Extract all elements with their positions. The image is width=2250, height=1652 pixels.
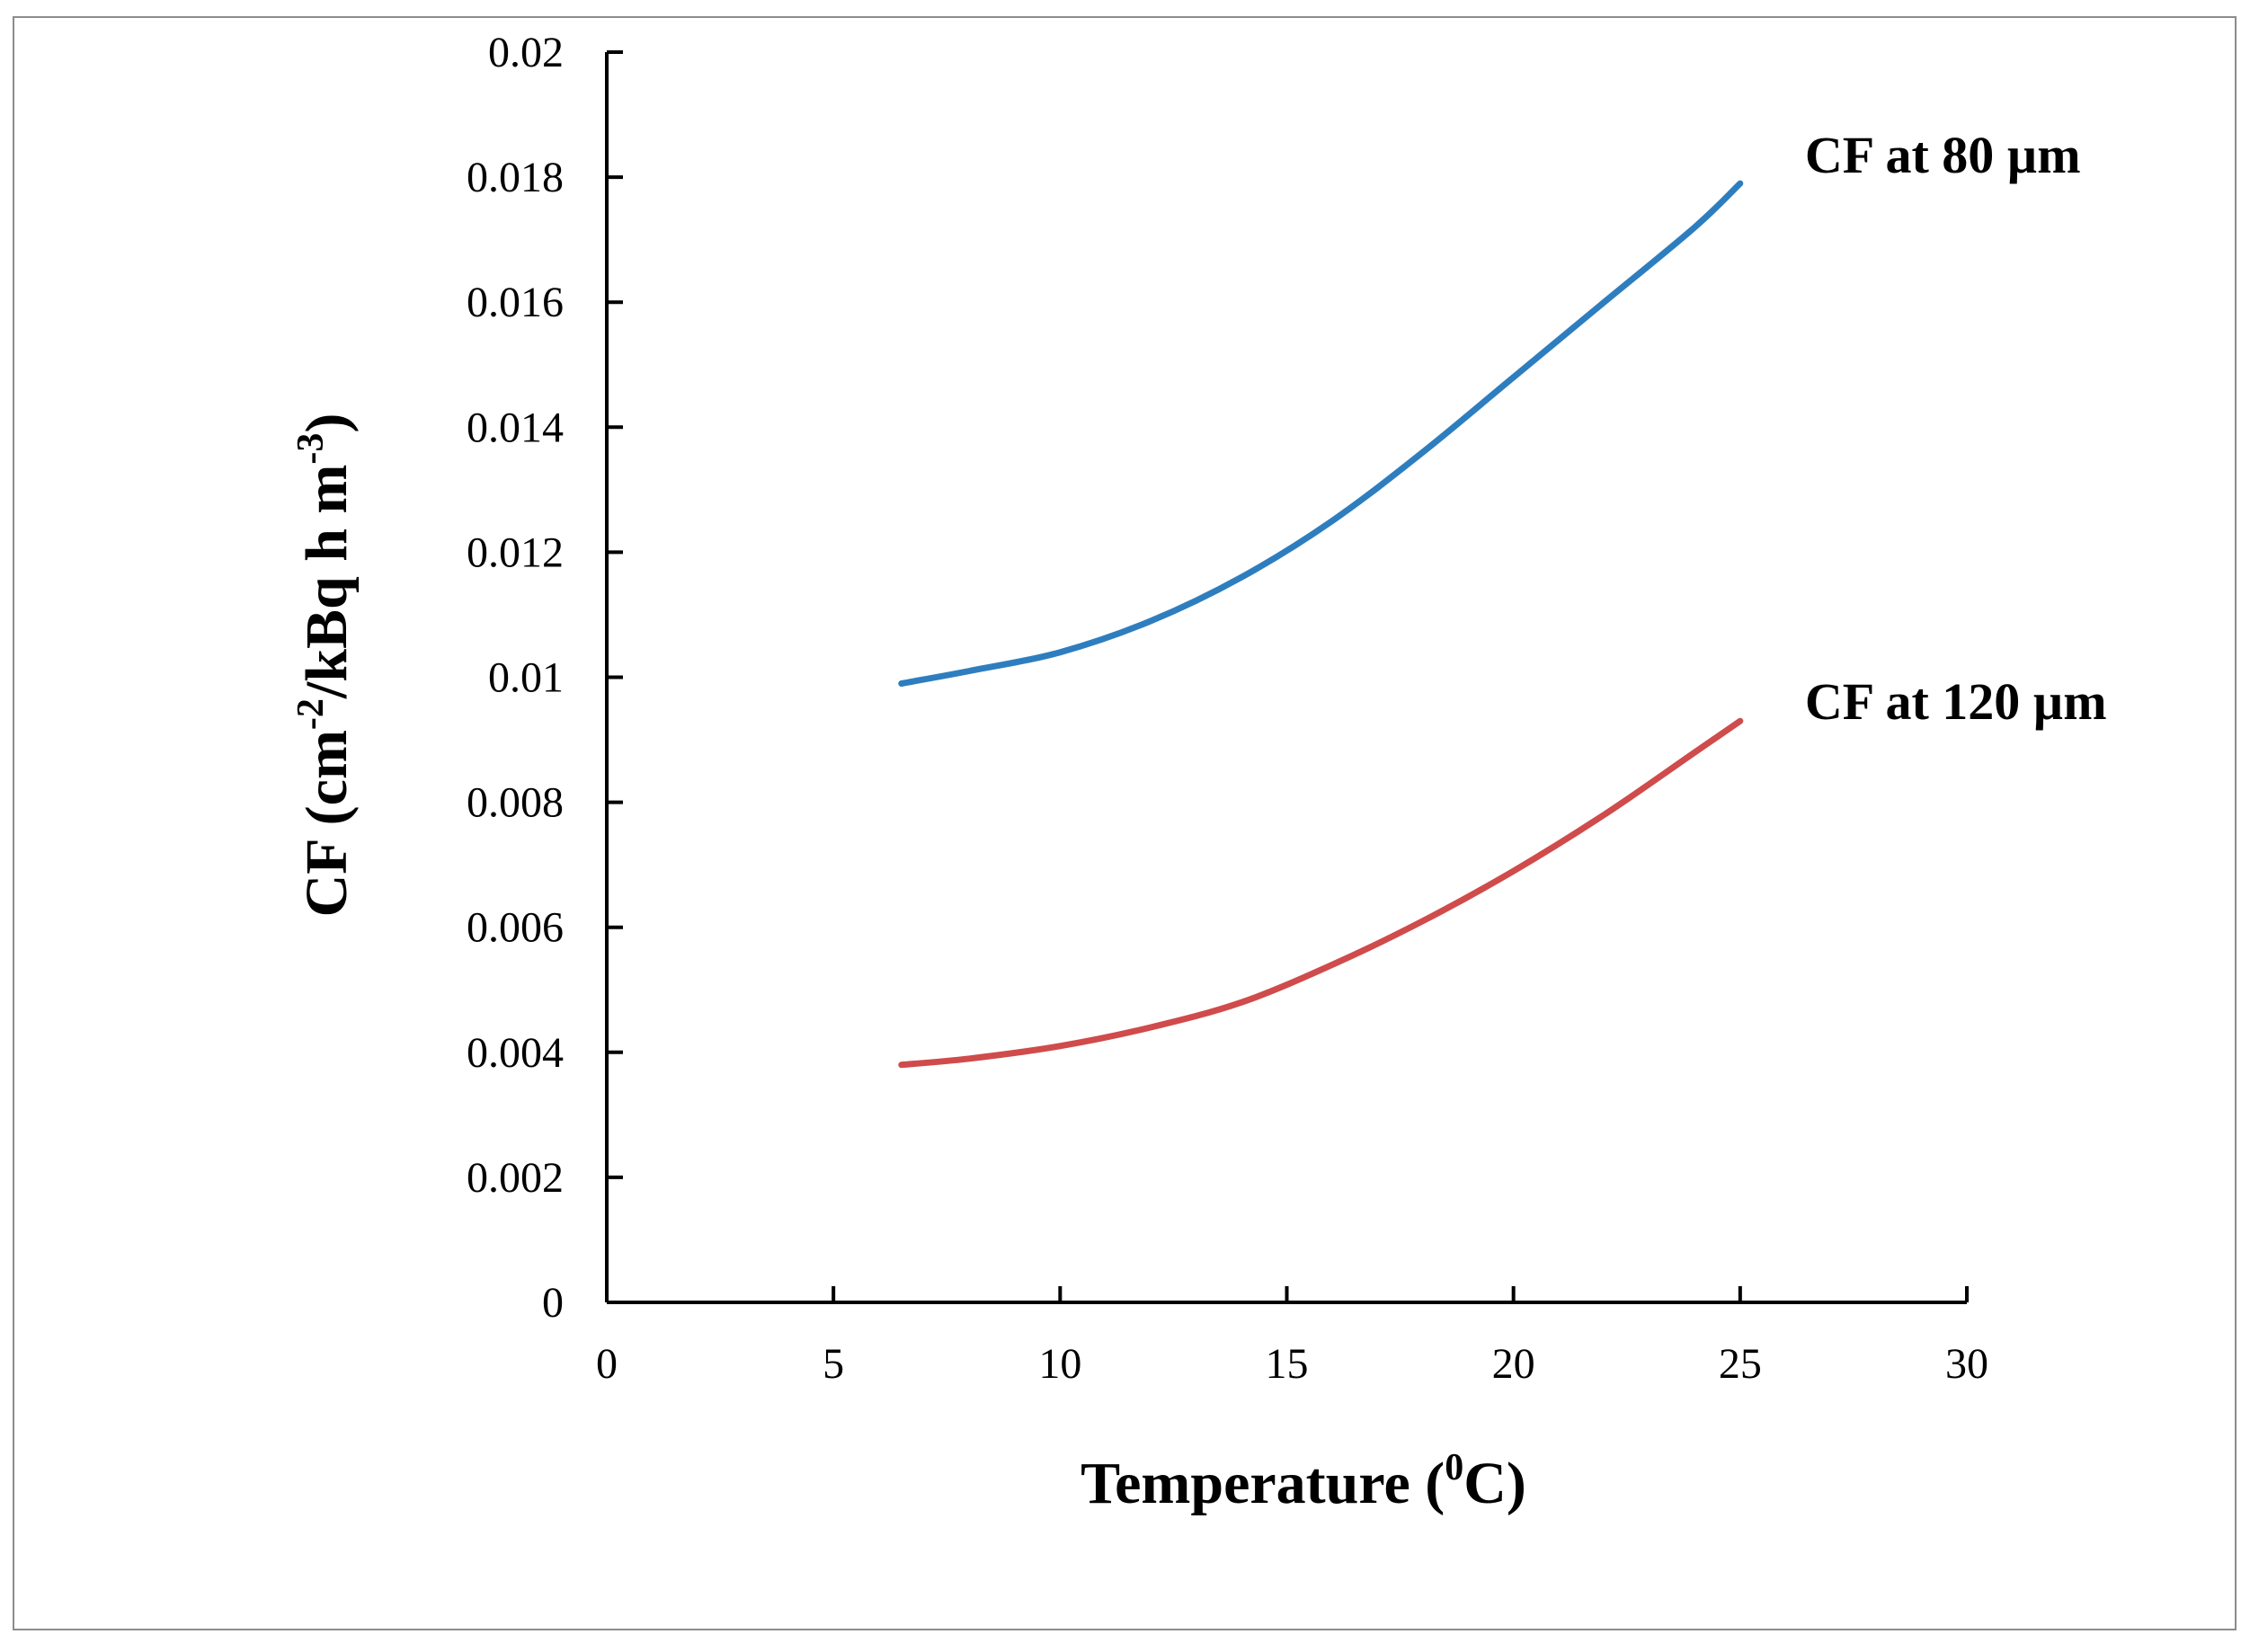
x-axis-title-tail: C) xyxy=(1463,1451,1526,1516)
x-axis-title-superscript: 0 xyxy=(1445,1447,1463,1488)
series-labels: CF at 80 µm CF at 120 µm xyxy=(1805,126,2107,731)
x-axis-title: Temperature (0C) xyxy=(1081,1447,1526,1516)
x-axis-title-main: Temperature ( xyxy=(1081,1451,1445,1516)
y-axis-title-main: CF (cm xyxy=(294,730,360,917)
series-layer xyxy=(898,180,1744,1069)
series-line-1 xyxy=(898,180,1744,687)
x-tick-label: 0 xyxy=(596,1340,618,1388)
y-tick-label: 0.018 xyxy=(467,154,564,201)
y-tick-label: 0.02 xyxy=(488,29,564,76)
y-tick-label: 0.012 xyxy=(467,528,564,576)
y-tick-label: 0.016 xyxy=(467,279,564,326)
x-tick-label: 30 xyxy=(1945,1340,1988,1388)
x-tick-label: 25 xyxy=(1719,1340,1762,1388)
x-tick-label: 10 xyxy=(1038,1340,1081,1388)
y-tick-label: 0.006 xyxy=(467,904,564,952)
y-tick-label: 0.01 xyxy=(488,654,564,702)
x-tick-label: 20 xyxy=(1492,1340,1535,1388)
ticks-layer: 0 0.002 0.004 0.006 0.008 0.01 0.012 0.014 0.016… xyxy=(467,29,1988,1388)
y-axis-title-middle: /kBq h m xyxy=(294,465,360,699)
y-axis-title-superscript-1: -2 xyxy=(290,698,332,730)
axes-layer xyxy=(605,52,1967,1304)
y-tick-label: 0.004 xyxy=(467,1029,564,1077)
y-tick-label: 0.014 xyxy=(467,404,564,451)
y-tick-label: 0.008 xyxy=(467,779,564,827)
chart-frame xyxy=(13,16,2237,1630)
x-tick-label: 15 xyxy=(1266,1340,1309,1388)
series-label-2: CF at 120 µm xyxy=(1805,672,2107,731)
series-line-2 xyxy=(898,717,1744,1069)
y-tick-label: 0 xyxy=(542,1279,564,1327)
y-axis-title-superscript-2: -3 xyxy=(290,433,332,465)
y-tick-label: 0.002 xyxy=(467,1154,564,1202)
y-axis-title-tail: ) xyxy=(294,413,360,433)
series-label-1: CF at 80 µm xyxy=(1805,126,2081,184)
y-axis-title: CF (cm-2/kBq h m-3) xyxy=(290,413,360,918)
x-tick-label: 5 xyxy=(823,1340,844,1388)
